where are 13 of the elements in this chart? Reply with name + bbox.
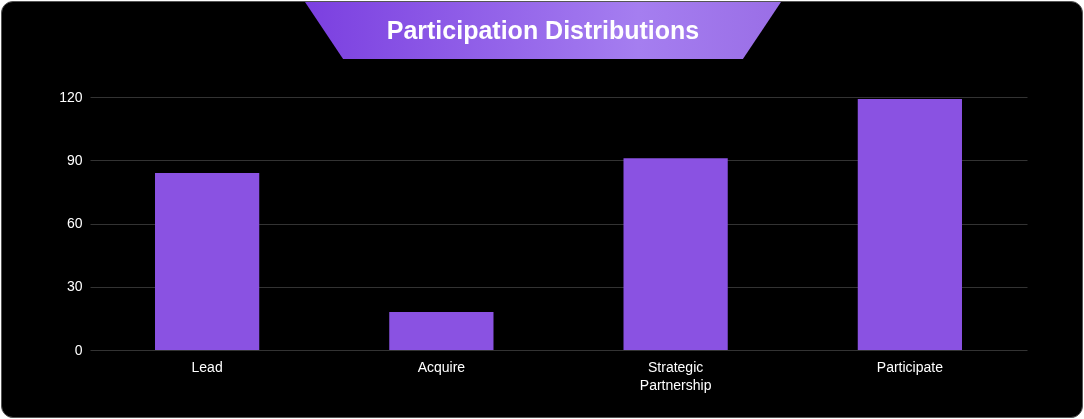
x-tick-label: Strategic Partnership	[639, 358, 712, 393]
x-tick-label: Participate	[876, 358, 944, 375]
y-tick-label: 30	[66, 278, 83, 295]
y-tick-label: 90	[66, 151, 83, 168]
y-tick-label: 120	[59, 88, 83, 105]
bar	[857, 99, 962, 350]
x-tick-label: Lead	[191, 358, 223, 375]
y-tick-label: 60	[66, 215, 83, 231]
bar	[623, 158, 728, 350]
x-tick-label: Acquire	[417, 358, 466, 375]
bar	[389, 312, 494, 350]
bar	[155, 172, 260, 350]
y-tick-label: 0	[74, 341, 83, 358]
